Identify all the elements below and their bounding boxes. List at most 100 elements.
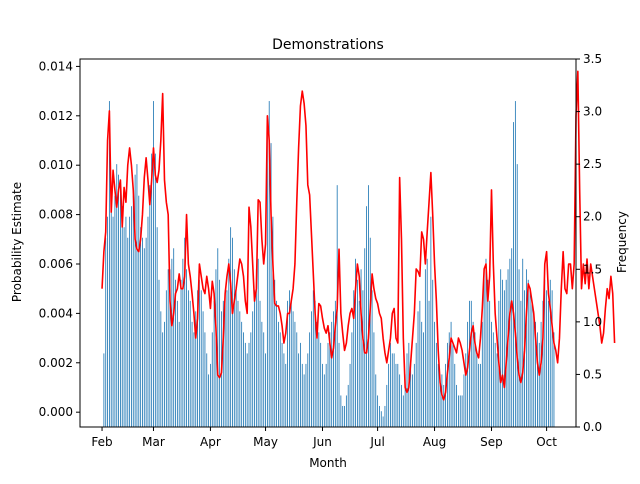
bar xyxy=(509,258,511,427)
bar xyxy=(437,363,439,427)
bar xyxy=(114,195,116,427)
bar xyxy=(366,206,367,427)
x-tick-label: May xyxy=(253,435,278,449)
bar xyxy=(296,332,298,427)
bar xyxy=(448,332,450,427)
bar xyxy=(516,164,518,427)
bar xyxy=(461,395,463,427)
bar xyxy=(404,374,406,427)
bar xyxy=(103,353,105,427)
bar xyxy=(356,279,358,427)
bar xyxy=(154,153,156,427)
bar xyxy=(147,216,149,427)
left-y-tick-label: 0.000 xyxy=(39,405,73,419)
bar xyxy=(421,321,423,427)
bar xyxy=(553,332,555,427)
bar xyxy=(153,101,154,427)
bar xyxy=(454,363,456,427)
right-y-tick-label: 3.5 xyxy=(583,52,602,66)
bar xyxy=(279,332,281,427)
bar xyxy=(412,374,413,427)
bar xyxy=(470,300,472,427)
bar xyxy=(430,216,432,427)
bar xyxy=(116,164,118,427)
bar xyxy=(191,321,193,427)
bar xyxy=(485,258,487,427)
bar xyxy=(120,185,121,427)
bar xyxy=(204,332,206,427)
bar xyxy=(246,353,248,427)
bar xyxy=(465,353,467,427)
bar xyxy=(487,279,489,427)
bar xyxy=(138,195,140,427)
left-y-tick-label: 0.010 xyxy=(39,158,73,172)
bar xyxy=(160,311,162,427)
x-tick-label: Feb xyxy=(91,435,112,449)
bar xyxy=(345,395,347,427)
bar xyxy=(239,311,241,427)
bar xyxy=(289,290,290,427)
bar xyxy=(257,258,259,427)
bar xyxy=(434,321,435,427)
bar xyxy=(401,384,402,427)
bar xyxy=(118,174,119,427)
bar xyxy=(538,342,540,427)
bar xyxy=(525,269,527,427)
x-tick-label: Oct xyxy=(536,435,557,449)
bar xyxy=(200,290,202,427)
bar xyxy=(472,321,474,427)
bar xyxy=(494,342,496,427)
bar xyxy=(224,290,226,427)
bar xyxy=(176,300,178,427)
bar xyxy=(187,290,189,427)
bar xyxy=(287,300,288,427)
bar xyxy=(443,384,445,427)
bar xyxy=(151,153,153,427)
bar xyxy=(254,290,255,427)
bar xyxy=(167,269,169,427)
bar xyxy=(222,300,224,427)
bar xyxy=(136,164,138,427)
bar xyxy=(325,363,327,427)
bar xyxy=(529,290,531,427)
bar xyxy=(226,290,228,427)
bar xyxy=(391,353,393,427)
plot-frame xyxy=(79,58,577,428)
bar xyxy=(250,332,252,427)
bar xyxy=(252,311,254,427)
bar xyxy=(268,101,270,427)
bar xyxy=(371,290,373,427)
bar xyxy=(105,237,107,427)
bar xyxy=(210,363,211,427)
bar xyxy=(386,384,388,427)
bar xyxy=(333,311,334,427)
left-y-axis-label: Probability Estimate xyxy=(10,182,24,302)
bar xyxy=(164,321,165,427)
right-y-tick-label: 1.0 xyxy=(583,315,602,329)
bar xyxy=(395,363,397,427)
bar xyxy=(373,332,375,427)
bar xyxy=(300,342,301,427)
bar xyxy=(364,248,366,427)
bar xyxy=(311,311,312,427)
x-tick-label: Apr xyxy=(200,435,221,449)
bar xyxy=(208,374,210,427)
bar xyxy=(514,101,516,427)
bar xyxy=(125,216,127,427)
right-y-tick-label: 1.5 xyxy=(583,262,602,276)
bar xyxy=(131,206,132,427)
bar xyxy=(156,227,158,427)
bar xyxy=(182,258,184,427)
bar xyxy=(544,279,546,427)
bar xyxy=(513,122,514,427)
x-tick-label: Sep xyxy=(480,435,503,449)
bar xyxy=(492,332,494,427)
bar xyxy=(292,311,294,427)
bar xyxy=(198,279,200,427)
bar xyxy=(375,374,377,427)
bar xyxy=(424,269,426,427)
right-y-tick-label: 2.0 xyxy=(583,210,602,224)
bar xyxy=(193,332,195,427)
bar xyxy=(112,216,114,427)
